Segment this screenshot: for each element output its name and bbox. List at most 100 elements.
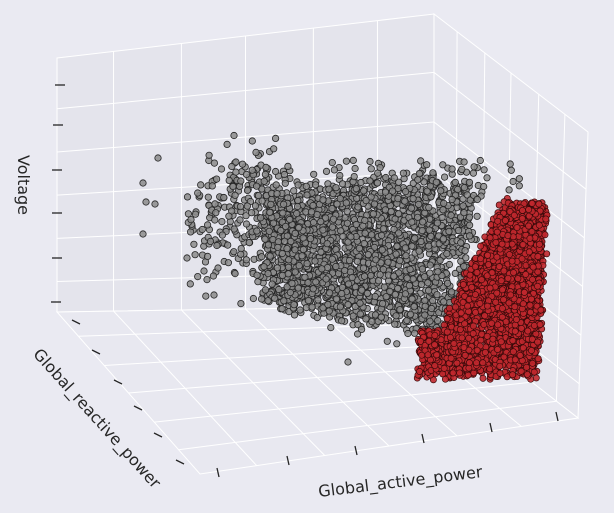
data-point	[213, 175, 221, 183]
data-point	[262, 163, 270, 171]
data-point	[260, 177, 268, 185]
data-point	[307, 208, 316, 216]
data-point	[323, 240, 331, 248]
data-point	[382, 173, 390, 182]
data-point	[312, 278, 320, 286]
data-point	[417, 237, 425, 246]
data-point	[356, 310, 364, 318]
data-point	[423, 187, 431, 195]
data-point	[230, 225, 238, 233]
data-point	[367, 271, 375, 280]
data-point	[415, 247, 423, 255]
data-point	[410, 303, 418, 311]
data-point	[299, 245, 307, 254]
data-point	[396, 306, 404, 314]
data-point	[236, 203, 245, 211]
data-point	[415, 200, 423, 208]
data-point	[447, 288, 456, 296]
data-point	[414, 176, 422, 184]
data-point	[273, 190, 281, 198]
grid-line	[178, 400, 557, 451]
data-point	[356, 299, 364, 307]
data-point	[248, 209, 256, 217]
data-point	[197, 181, 205, 189]
data-point	[434, 268, 442, 276]
data-point	[476, 156, 484, 165]
data-point	[278, 271, 287, 279]
x-tick-mark	[555, 411, 559, 422]
data-point	[214, 264, 222, 272]
data-point	[443, 250, 451, 258]
data-point	[417, 280, 426, 288]
data-point	[355, 244, 363, 252]
data-point	[421, 302, 429, 310]
data-point	[271, 294, 279, 302]
data-point	[232, 158, 240, 166]
grid-line	[313, 307, 458, 437]
data-point	[261, 235, 269, 243]
data-point	[411, 234, 419, 242]
data-point	[439, 235, 447, 243]
data-point	[253, 271, 261, 279]
data-point	[288, 279, 296, 287]
data-point	[465, 178, 474, 186]
data-point	[293, 209, 301, 218]
data-point	[381, 206, 389, 214]
data-point	[280, 170, 288, 179]
data-point	[194, 272, 202, 281]
data-point	[280, 297, 288, 305]
data-point	[433, 219, 442, 227]
data-point	[406, 265, 414, 273]
data-point	[209, 272, 217, 280]
data-point	[249, 294, 257, 303]
data-point	[286, 288, 294, 297]
x-tick-mark	[286, 455, 290, 466]
data-point	[279, 200, 288, 208]
data-point	[243, 186, 252, 194]
data-point	[426, 269, 434, 277]
data-point	[363, 289, 371, 297]
data-point	[367, 231, 376, 239]
data-point	[390, 174, 398, 182]
data-point	[328, 223, 337, 231]
data-point	[333, 200, 341, 208]
data-point	[309, 201, 317, 210]
data-point	[357, 178, 365, 187]
data-point	[290, 301, 298, 309]
data-point	[286, 215, 294, 224]
grid-line	[433, 121, 585, 239]
data-point	[139, 230, 147, 238]
data-point	[469, 169, 477, 177]
y-tick-mark	[153, 432, 163, 438]
data-point	[206, 237, 215, 245]
data-point	[379, 225, 387, 233]
data-point	[425, 203, 433, 212]
data-point	[543, 250, 551, 258]
data-point	[445, 260, 453, 269]
data-point	[395, 229, 403, 237]
data-point	[284, 263, 293, 271]
data-point	[367, 193, 375, 201]
data-point	[336, 303, 344, 311]
data-point	[266, 208, 274, 216]
data-point	[424, 279, 432, 287]
y-tick-mark	[113, 379, 123, 385]
data-point	[313, 313, 321, 322]
data-point	[460, 262, 468, 270]
data-point	[238, 160, 247, 168]
grid-line	[555, 114, 566, 402]
data-point	[448, 195, 456, 204]
data-point	[440, 173, 449, 181]
data-point	[353, 257, 361, 265]
data-point	[367, 165, 375, 173]
data-point	[311, 257, 319, 265]
data-point	[366, 177, 374, 185]
grid-line	[56, 121, 435, 153]
data-point	[352, 220, 360, 229]
data-point	[406, 310, 415, 318]
data-point	[399, 169, 407, 177]
data-point	[480, 182, 488, 191]
data-point	[421, 311, 429, 319]
data-point	[139, 179, 147, 187]
data-point	[410, 329, 419, 337]
